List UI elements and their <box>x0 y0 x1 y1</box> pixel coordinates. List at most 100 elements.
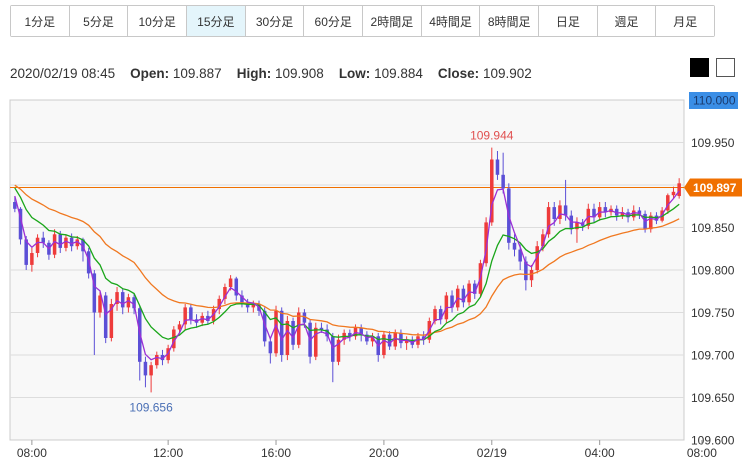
y-tick-label: 109.650 <box>691 391 735 405</box>
candle-body <box>620 212 625 216</box>
candle-body <box>575 222 579 230</box>
candle-body <box>109 304 114 338</box>
y-tick-label: 110.000 <box>693 94 736 108</box>
timeframe-tab[interactable]: 5分足 <box>69 6 129 36</box>
light-theme-button[interactable] <box>716 58 735 77</box>
candle-body <box>541 234 545 247</box>
candle-body <box>35 237 40 253</box>
current-price-label: 109.897 <box>693 181 737 195</box>
candle-body <box>296 312 301 345</box>
timeframe-tab[interactable]: 10分足 <box>128 6 188 36</box>
candle-body <box>438 309 443 320</box>
candle-body <box>450 295 454 308</box>
candle-body <box>649 215 653 230</box>
candle-body <box>268 341 273 354</box>
y-tick-label: 109.750 <box>691 306 735 320</box>
candle-body <box>18 208 23 240</box>
candle-body <box>183 307 187 325</box>
x-tick-label: 04:00 <box>585 446 615 460</box>
candle-body <box>433 309 437 321</box>
ma-long-line <box>14 184 680 336</box>
candle-body <box>631 210 636 218</box>
y-tick-label: 109.950 <box>691 136 735 150</box>
candle-body <box>291 321 295 345</box>
candle-body <box>399 332 403 344</box>
candle-body <box>52 234 57 255</box>
timeframe-tab[interactable]: 15分足 <box>187 6 246 36</box>
y-tick-label: 109.800 <box>691 264 735 278</box>
candle-body <box>677 183 681 197</box>
candle-body <box>41 237 45 243</box>
candle-body <box>228 278 233 287</box>
candle-body <box>223 287 227 299</box>
candle-body <box>177 324 182 330</box>
low-annotation: 109.656 <box>129 400 173 414</box>
candle-body <box>92 273 97 313</box>
candle-body <box>348 332 352 337</box>
candle-body <box>24 239 28 265</box>
current-price-badge <box>684 178 742 197</box>
x-tick-label: 12:00 <box>153 446 183 460</box>
candle-body <box>285 321 290 355</box>
candle-body <box>143 361 148 376</box>
candle-body <box>314 327 318 357</box>
x-tick-label: 08:00 <box>687 446 717 460</box>
x-tick-label: 16:00 <box>261 446 291 460</box>
timeframe-tab[interactable]: 1分足 <box>11 6 70 36</box>
candle-body <box>240 295 244 303</box>
candle-body <box>120 292 125 308</box>
timeframe-tab[interactable]: 8時間足 <box>480 6 540 36</box>
candle-body <box>126 297 131 308</box>
timeframe-tab[interactable]: 30分足 <box>245 6 305 36</box>
candle-body <box>13 202 17 209</box>
timeframe-tab[interactable]: 日足 <box>539 6 598 36</box>
candle-body <box>501 174 505 189</box>
timeframe-tab[interactable]: 週足 <box>597 6 657 36</box>
candle-body <box>563 205 568 216</box>
low-label: Low: <box>338 66 371 81</box>
candle-body <box>461 288 466 303</box>
candle-body <box>421 336 426 340</box>
candle-body <box>302 312 307 323</box>
candle-body <box>535 246 539 270</box>
candle-body <box>472 283 477 294</box>
candle-body <box>160 355 165 361</box>
timeframe-tab[interactable]: 月足 <box>656 6 715 36</box>
candle-body <box>637 210 642 214</box>
candle-body <box>206 315 210 321</box>
candle-body <box>58 234 63 248</box>
candle-body <box>603 207 608 213</box>
timeframe-tab[interactable]: 60分足 <box>304 6 364 36</box>
candle-body <box>666 195 670 211</box>
y-tick-label: 109.700 <box>691 349 735 363</box>
candle-body <box>336 339 341 362</box>
candle-body <box>490 159 494 223</box>
candle-body <box>524 261 528 281</box>
timeframe-tabs: 1分足 5分足 10分足 15分足 30分足 60分足 2時間足 4時間足 8時間足 日足 週足 月足 <box>10 5 715 37</box>
candle-body <box>279 310 284 355</box>
candle-body <box>274 310 278 354</box>
ma-mid-line <box>14 187 680 342</box>
candle-body <box>189 307 193 320</box>
candle-body <box>552 207 557 219</box>
candle-body <box>546 207 551 235</box>
candle-body <box>404 339 409 344</box>
candle-body <box>529 270 534 281</box>
candle-body <box>251 304 256 308</box>
candle-body <box>359 327 363 335</box>
candle-body <box>69 237 74 247</box>
x-tick-label: 08:00 <box>17 446 47 460</box>
open-value: 109.887 <box>172 66 222 81</box>
high-label: High: <box>236 66 272 81</box>
ohlc-info-bar: 2020/02/19 08:45 Open: 109.887 High: 109… <box>10 66 532 81</box>
timeframe-tab[interactable]: 4時間足 <box>421 6 481 36</box>
timeframe-tab[interactable]: 2時間足 <box>363 6 422 36</box>
candle-body <box>671 191 676 196</box>
dark-theme-button[interactable] <box>690 58 709 77</box>
candle-body <box>484 222 488 264</box>
candle-datetime: 2020/02/19 08:45 <box>10 66 116 81</box>
x-tick-label: 20:00 <box>369 446 399 460</box>
high-value: 109.908 <box>274 66 324 81</box>
candle-body <box>155 355 159 366</box>
